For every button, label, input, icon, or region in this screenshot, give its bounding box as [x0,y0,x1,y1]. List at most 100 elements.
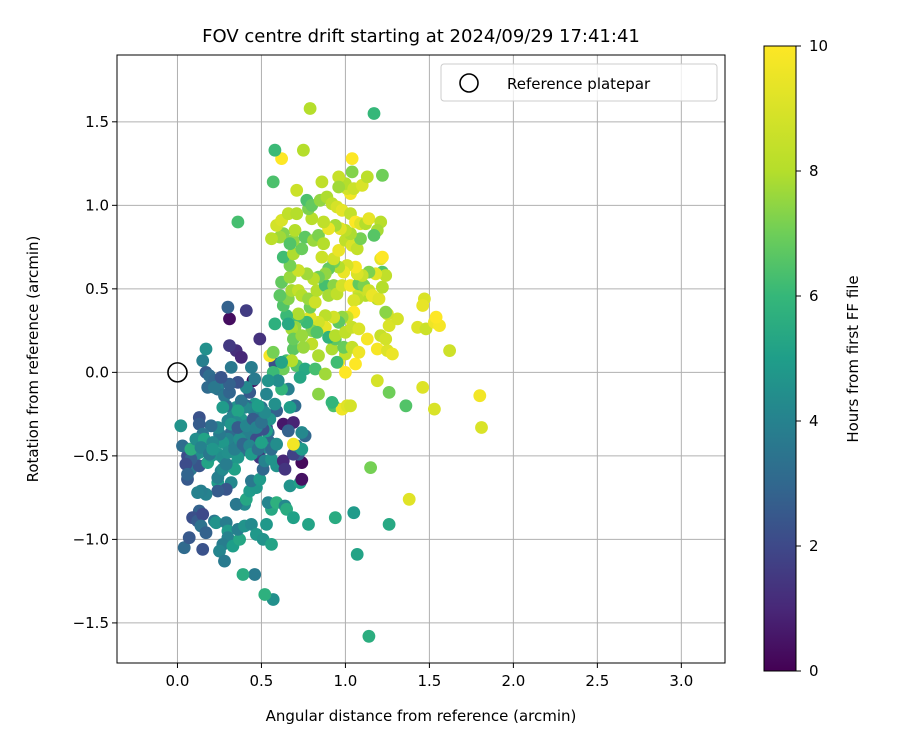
colorbar-tick-label: 8 [809,162,819,180]
data-point [268,397,282,411]
data-point [209,516,223,530]
colorbar-label: Hours from first FF file [844,275,862,442]
data-point [177,541,191,555]
data-point [362,629,376,643]
colorbar-tick-label: 10 [809,37,828,55]
data-point [376,280,389,294]
y-tick-label: −0.5 [73,447,109,465]
chart-title: FOV centre drift starting at 2024/09/29 … [202,26,640,47]
data-point [221,300,235,314]
data-point [234,350,248,364]
data-point [318,367,332,381]
data-point [278,462,292,476]
colorbar-tick-label: 4 [809,412,819,430]
data-point [253,332,267,346]
data-point [312,349,325,363]
data-point [283,479,297,493]
data-point [376,250,389,264]
data-point [283,401,297,414]
data-point [310,325,324,339]
data-point [255,416,268,429]
data-point [290,183,304,197]
data-point [325,342,339,356]
data-point [295,472,309,486]
data-point [248,568,262,581]
data-point [231,404,245,418]
data-point [206,442,220,456]
data-point [367,107,381,120]
data-point [297,143,310,157]
data-point [236,568,250,581]
data-point [174,419,188,433]
data-point [233,533,247,546]
data-point [347,506,361,520]
data-point [275,355,288,369]
data-point [204,419,218,433]
data-point [382,386,396,399]
data-point [287,437,300,451]
colorbar-ticks: 0 2 4 6 8 10 [796,37,828,680]
data-point [245,518,258,531]
data-point [231,215,245,229]
y-tick-label: 0.5 [85,280,109,298]
data-point [283,237,297,251]
data-point [305,212,319,226]
data-point [302,518,315,531]
x-tick-label: 2.0 [501,672,525,690]
data-point [239,304,253,317]
data-point [293,371,307,384]
data-point [475,421,488,434]
data-point [258,588,272,601]
data-point [268,317,282,331]
x-tick-label: 1.5 [417,672,441,690]
data-point [308,295,322,309]
legend-marker [459,73,479,93]
x-axis-label: Angular distance from reference (arcmin) [266,707,577,725]
reference-marker-layer [167,362,188,383]
data-point [360,170,374,184]
data-point [379,332,393,346]
legend-label: Reference platepar [507,75,651,93]
data-point [315,250,329,264]
data-point [285,354,299,368]
data-point [234,394,248,408]
data-point [379,269,393,282]
data-point [292,307,305,321]
data-point [376,168,389,182]
reference-platepar-marker [167,362,188,383]
data-point [473,389,487,403]
data-point [339,366,352,379]
data-point [276,250,290,264]
colorbar-gradient [763,45,797,672]
data-points [174,102,488,643]
data-point [260,387,273,401]
data-point [379,305,393,319]
data-point [223,339,236,352]
data-point [312,387,325,401]
data-point [216,401,230,414]
data-point [248,372,262,386]
data-point [370,374,384,388]
data-point [295,329,309,342]
data-point [330,355,344,369]
data-point [251,399,265,413]
data-point [261,374,275,388]
data-point [428,402,441,416]
data-point [295,426,309,439]
colorbar-tick-label: 6 [809,287,819,305]
data-point [367,229,381,242]
data-point [332,244,346,257]
plot-frame [116,54,726,664]
data-point [271,374,285,388]
data-point [416,381,430,394]
y-tick-label: −1.5 [73,614,109,632]
data-point [370,342,384,356]
data-point [224,361,238,374]
data-point [328,329,342,342]
colorbar-tick-label: 0 [809,662,819,680]
data-point [208,381,221,394]
data-point [382,518,396,531]
y-tick-label: 1.0 [85,196,109,214]
data-point [182,531,196,545]
